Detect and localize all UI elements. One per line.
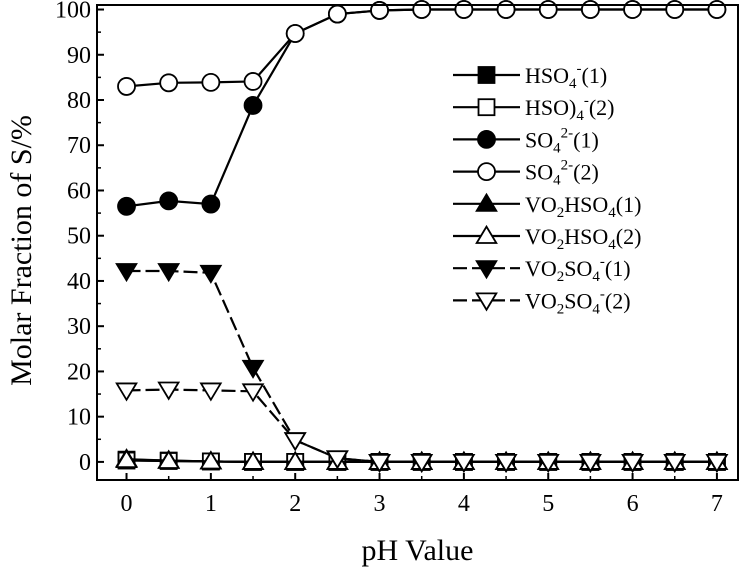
legend-marker	[477, 162, 496, 182]
legend-marker	[475, 224, 498, 244]
data-point	[159, 73, 179, 93]
data-point	[285, 24, 305, 43]
data-point	[283, 450, 307, 470]
data-point	[117, 196, 136, 216]
x-tick-label: 4	[458, 491, 470, 517]
legend-label: HSO4-(1)	[525, 61, 607, 92]
data-point	[115, 448, 138, 469]
y-tick-label: 60	[67, 178, 91, 204]
data-point	[201, 194, 221, 214]
data-point	[454, 0, 474, 19]
x-tick-label: 7	[711, 491, 723, 517]
legend-label: SO42-(2)	[525, 158, 599, 189]
legend-marker	[475, 292, 498, 312]
y-tick-label: 20	[67, 359, 91, 385]
x-tick-label: 2	[289, 491, 301, 517]
y-tick-label: 70	[67, 133, 91, 159]
series-so42-2	[117, 0, 727, 96]
legend-entry-so42-1: SO42-(1)	[453, 125, 599, 156]
x-tick-label: 3	[374, 491, 386, 517]
legend-marker	[475, 260, 498, 280]
series-so42-1	[117, 0, 727, 216]
data-point	[452, 453, 476, 474]
data-point	[496, 0, 516, 19]
data-point	[370, 1, 389, 20]
legend-label: VO2HSO4(1)	[525, 192, 641, 221]
legend-entry-hso4-1: HSO4-(1)	[453, 61, 607, 92]
series-line	[126, 8, 717, 208]
data-point	[115, 263, 138, 283]
legend-marker	[475, 192, 498, 212]
data-point	[241, 450, 265, 470]
x-axis-title: pH Value	[362, 534, 474, 567]
data-point	[199, 264, 223, 284]
data-point	[115, 382, 138, 402]
data-point	[243, 96, 263, 115]
y-tick-label: 80	[67, 88, 91, 114]
legend-entry-vo2hso4-2: VO2HSO4(2)	[453, 224, 641, 253]
data-point	[157, 449, 181, 469]
legend-label: VO2HSO4(2)	[525, 224, 641, 253]
data-point	[199, 450, 223, 470]
data-point	[581, 0, 600, 19]
data-point	[623, 0, 642, 19]
x-tick-label: 0	[121, 491, 133, 517]
data-point	[368, 453, 391, 474]
x-tick-label: 1	[205, 491, 217, 517]
legend-label: VO2SO4-(2)	[525, 286, 631, 317]
data-point	[241, 383, 265, 403]
data-point	[201, 72, 221, 92]
legend-entry-so42-2: SO42-(2)	[453, 158, 599, 189]
legend: HSO4-(1)HSO)4-(2)SO42-(1)SO42-(2) VO2HSO4…	[453, 61, 641, 317]
legend-label: SO42-(1)	[525, 125, 599, 156]
legend-entry-vo2so4-1: VO2SO4-(1)	[453, 254, 631, 285]
data-point	[538, 0, 558, 19]
legend-label: VO2SO4-(1)	[525, 254, 631, 285]
legend-entry-hso-4-2: HSO)4-(2)	[453, 93, 615, 124]
y-tick-label: 30	[67, 314, 91, 340]
data-point	[117, 77, 136, 96]
y-tick-label: 100	[55, 0, 91, 24]
plot-frame	[96, 4, 739, 481]
legend-entry-vo2hso4-1: VO2HSO4(1)	[453, 192, 641, 221]
y-tick-label: 50	[67, 224, 91, 250]
data-point	[159, 191, 179, 211]
data-point	[621, 453, 644, 474]
legend-entry-vo2so4-2: VO2SO4-(2)	[453, 286, 631, 317]
y-tick-label: 0	[79, 450, 91, 476]
x-tick-label: 6	[627, 491, 639, 517]
data-point	[157, 381, 181, 401]
data-point	[283, 432, 307, 452]
series-vo2so4-1	[115, 263, 729, 474]
data-point	[199, 382, 223, 402]
data-point	[243, 72, 263, 91]
data-point	[707, 0, 727, 19]
x-tick-label: 5	[542, 491, 554, 517]
data-point	[410, 453, 434, 474]
y-tick-label: 10	[67, 405, 91, 431]
data-point	[536, 453, 560, 474]
data-point	[705, 453, 729, 474]
data-point	[412, 0, 432, 19]
data-point	[157, 263, 181, 283]
legend-label: HSO)4-(2)	[525, 93, 615, 124]
data-point	[241, 359, 265, 379]
y-tick-label: 90	[67, 43, 91, 69]
data-point	[494, 453, 518, 474]
data-point	[663, 453, 687, 474]
data-point	[325, 450, 349, 470]
y-tick-label: 40	[67, 269, 91, 295]
series-vo2so4-2	[115, 381, 729, 474]
legend-marker	[477, 98, 496, 117]
legend-marker	[477, 66, 496, 84]
series-layer	[115, 0, 729, 474]
data-point	[578, 453, 602, 474]
y-axis-title: Molar Fraction of S/%	[5, 115, 38, 386]
data-point	[665, 0, 685, 19]
legend-marker	[477, 129, 496, 149]
series-line	[126, 388, 717, 464]
data-point	[327, 4, 347, 24]
